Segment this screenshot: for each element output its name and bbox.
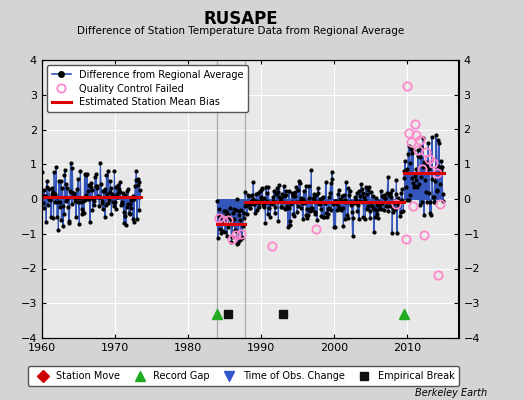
Text: Berkeley Earth: Berkeley Earth [415,388,487,398]
Legend: Difference from Regional Average, Quality Control Failed, Estimated Station Mean: Difference from Regional Average, Qualit… [47,65,248,112]
Legend: Station Move, Record Gap, Time of Obs. Change, Empirical Break: Station Move, Record Gap, Time of Obs. C… [28,366,460,386]
Text: RUSAPE: RUSAPE [204,10,278,28]
Text: Difference of Station Temperature Data from Regional Average: Difference of Station Temperature Data f… [78,26,405,36]
